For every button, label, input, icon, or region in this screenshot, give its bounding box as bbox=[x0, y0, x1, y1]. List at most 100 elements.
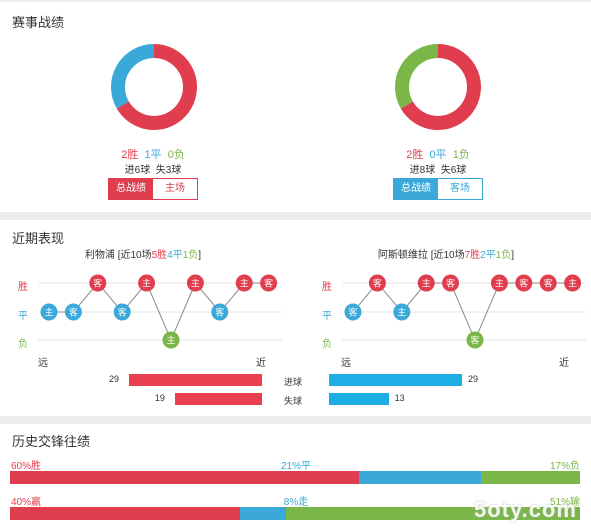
away-form-point[interactable] bbox=[442, 274, 460, 292]
away-team-name: 阿斯顿维拉 bbox=[377, 250, 428, 261]
home-record-toggle: 总战绩 主场 bbox=[108, 178, 198, 200]
away-goals-for: 进8球 bbox=[409, 165, 436, 176]
home-draws: 1平 bbox=[144, 149, 162, 161]
home-form-point[interactable] bbox=[162, 331, 180, 349]
away-recent-suffix: ] bbox=[511, 250, 515, 261]
away-losses: 1负 bbox=[452, 149, 470, 161]
home-form-venue-label: 客 bbox=[264, 278, 273, 290]
away-form-point[interactable] bbox=[417, 274, 435, 292]
away-form-venue-label: 客 bbox=[446, 278, 455, 290]
away-record-toggle: 总战绩 客场 bbox=[393, 178, 483, 200]
away-recent-prefix: [近10场 bbox=[430, 250, 465, 261]
away-row-label-draw: 平 bbox=[322, 311, 332, 322]
away-form-point[interactable] bbox=[539, 274, 557, 292]
home-total-record-button[interactable]: 总战绩 bbox=[109, 179, 153, 199]
goals-scored-label: 进球 bbox=[284, 377, 303, 387]
h2h-win-segment bbox=[10, 471, 359, 484]
home-venue-record-button[interactable]: 主场 bbox=[153, 179, 197, 199]
home-goals-for: 进6球 bbox=[124, 165, 151, 176]
home-recent-wins: 5胜 bbox=[151, 250, 168, 261]
home-record-donut bbox=[111, 44, 197, 130]
away-wins: 2胜 bbox=[406, 149, 424, 161]
h2h-draw-label: 21%平 bbox=[280, 461, 312, 472]
head-to-head-panel: 历史交锋往绩 60%胜 21%平 17%负 40%赢 8%走 51%输 5oty… bbox=[0, 424, 591, 529]
home-form-venue-label: 主 bbox=[240, 278, 249, 290]
away-form-chart: 客客主主 客客主客客主 bbox=[342, 274, 586, 349]
away-row-label-loss: 负 bbox=[322, 339, 332, 350]
home-form-point[interactable] bbox=[64, 303, 82, 321]
section-title-recent: 近期表现 bbox=[12, 231, 65, 246]
away-form-venue-label: 客 bbox=[348, 307, 357, 319]
home-form-venue-label: 主 bbox=[191, 278, 200, 290]
home-form-point[interactable] bbox=[211, 303, 229, 321]
home-form-point[interactable] bbox=[260, 274, 278, 292]
home-goals-summary: 进6球 失3球 bbox=[125, 161, 182, 176]
h2h-draw-segment bbox=[358, 471, 482, 484]
home-form-venue-label: 客 bbox=[215, 307, 224, 319]
home-form-point[interactable] bbox=[40, 303, 58, 321]
away-form-point[interactable] bbox=[344, 303, 362, 321]
away-form-venue-label: 主 bbox=[495, 278, 504, 290]
home-team-name: 利物浦 bbox=[84, 250, 115, 261]
away-form-point[interactable] bbox=[490, 274, 508, 292]
home-form-point[interactable] bbox=[89, 274, 107, 292]
away-form-venue-label: 主 bbox=[568, 278, 577, 290]
away-goals-conceded-value: 13 bbox=[394, 393, 405, 403]
home-goals-conceded-bar bbox=[174, 393, 262, 405]
home-losses: 0负 bbox=[167, 149, 185, 161]
record-panel: 赛事战绩 2胜 1平 0负 进6球 失3球 总战绩 主场 2胜 0平 1负 进8… bbox=[0, 2, 591, 212]
home-wins: 2胜 bbox=[121, 149, 139, 161]
home-form-venue-label: 主 bbox=[44, 307, 53, 319]
home-goals-scored-bar bbox=[129, 374, 262, 386]
home-near-label: 近 bbox=[256, 358, 266, 369]
away-form-point[interactable] bbox=[466, 331, 484, 349]
away-donut-loss-slice bbox=[395, 44, 439, 109]
site-watermark: 5oty.com bbox=[474, 497, 577, 522]
h2h-handicap-win-segment bbox=[10, 507, 241, 520]
h2h-handicap-push-segment bbox=[240, 507, 287, 520]
away-form-line bbox=[352, 282, 573, 342]
home-form-venue-label: 客 bbox=[118, 307, 127, 319]
h2h-handicap-loss-segment bbox=[286, 507, 580, 520]
away-goals-summary: 进8球 失6球 bbox=[410, 161, 467, 176]
away-record-summary: 2胜 0平 1负 bbox=[406, 146, 470, 162]
away-total-record-button[interactable]: 总战绩 bbox=[394, 179, 438, 199]
away-form-venue-label: 客 bbox=[470, 335, 479, 347]
home-form-line bbox=[49, 282, 269, 342]
home-form-venue-label: 主 bbox=[142, 278, 151, 290]
home-goals-conceded-value: 19 bbox=[154, 393, 165, 403]
home-row-label-draw: 平 bbox=[18, 311, 28, 322]
home-row-label-loss: 负 bbox=[18, 339, 28, 350]
goals-conceded-label: 失球 bbox=[284, 396, 303, 406]
home-donut-win-slice bbox=[116, 44, 197, 130]
home-form-point[interactable] bbox=[138, 274, 156, 292]
h2h-handicap-push-label: 8%走 bbox=[283, 497, 309, 508]
recent-form-panel: 近期表现 利物浦 [近10场5胜4平1负] 阿斯顿维拉 [近10场7胜2平1负]… bbox=[0, 220, 591, 416]
h2h-win-label: 60%胜 bbox=[11, 461, 42, 472]
away-venue-record-button[interactable]: 客场 bbox=[438, 179, 482, 199]
away-form-point[interactable] bbox=[368, 274, 386, 292]
away-recent-losses: 1负 bbox=[495, 250, 512, 261]
home-row-label-win: 胜 bbox=[18, 282, 28, 293]
away-far-label: 远 bbox=[341, 358, 351, 369]
away-recent-wins: 7胜 bbox=[464, 250, 481, 261]
away-form-venue-label: 客 bbox=[519, 278, 528, 290]
home-form-point[interactable] bbox=[235, 274, 253, 292]
away-near-label: 近 bbox=[559, 358, 569, 369]
home-form-venue-label: 客 bbox=[93, 278, 102, 290]
home-form-venue-label: 主 bbox=[166, 335, 175, 347]
home-form-point[interactable] bbox=[113, 303, 131, 321]
h2h-handicap-loss-label: 51%输 bbox=[549, 497, 580, 508]
home-goals-scored-value: 29 bbox=[109, 374, 120, 384]
away-draws: 0平 bbox=[429, 149, 447, 161]
away-form-venue-label: 主 bbox=[397, 307, 406, 319]
away-form-point[interactable] bbox=[393, 303, 411, 321]
home-far-label: 远 bbox=[38, 358, 48, 369]
away-form-point[interactable] bbox=[515, 274, 533, 292]
home-record-summary: 2胜 1平 0负 bbox=[121, 146, 185, 162]
away-goals-scored-bar bbox=[329, 374, 462, 386]
away-form-point[interactable] bbox=[564, 274, 582, 292]
h2h-result-bar bbox=[10, 471, 580, 484]
home-form-point[interactable] bbox=[186, 274, 204, 292]
away-record-donut bbox=[395, 44, 481, 130]
